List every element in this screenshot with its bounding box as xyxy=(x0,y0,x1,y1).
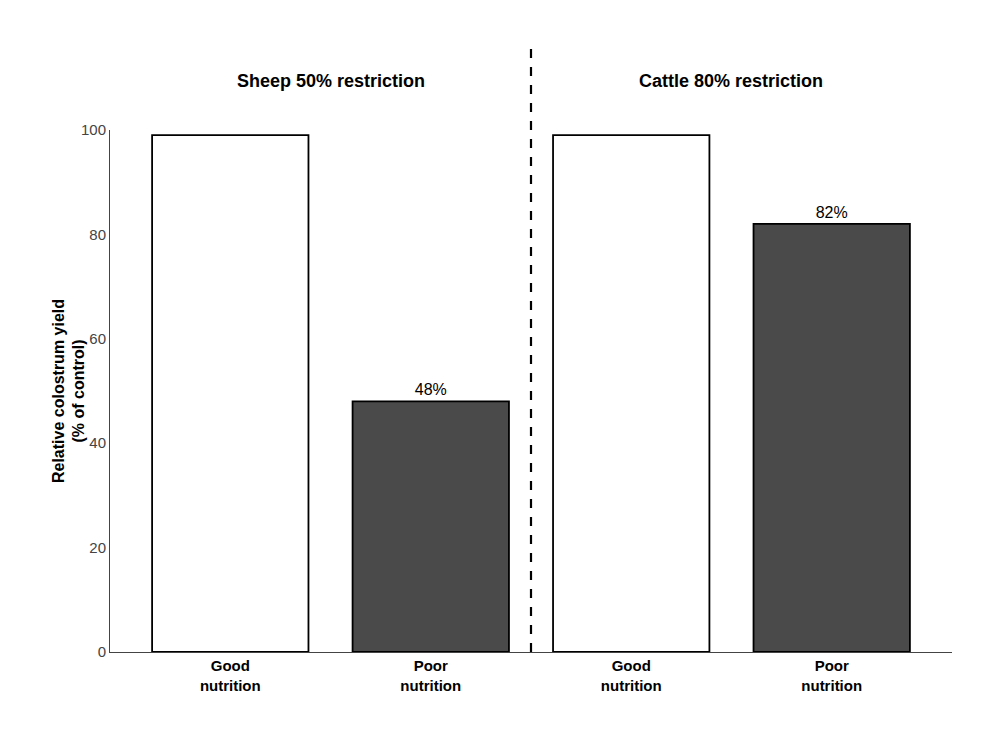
svg-text:82%: 82% xyxy=(816,204,848,221)
svg-text:Sheep 50% restriction: Sheep 50% restriction xyxy=(237,71,425,91)
svg-text:40: 40 xyxy=(89,434,106,451)
svg-text:Poornutrition: Poornutrition xyxy=(801,657,862,694)
svg-text:Goodnutrition: Goodnutrition xyxy=(200,657,261,694)
svg-text:20: 20 xyxy=(89,539,106,556)
svg-text:100: 100 xyxy=(81,121,106,138)
svg-text:Cattle 80% restriction: Cattle 80% restriction xyxy=(639,71,823,91)
svg-text:60: 60 xyxy=(89,330,106,347)
svg-text:Poornutrition: Poornutrition xyxy=(400,657,461,694)
svg-text:48%: 48% xyxy=(415,381,447,398)
svg-text:80: 80 xyxy=(89,226,106,243)
svg-text:Relative colostrum yield(% of: Relative colostrum yield(% of control) xyxy=(50,299,88,483)
svg-text:0: 0 xyxy=(98,643,106,660)
svg-text:Goodnutrition: Goodnutrition xyxy=(601,657,662,694)
